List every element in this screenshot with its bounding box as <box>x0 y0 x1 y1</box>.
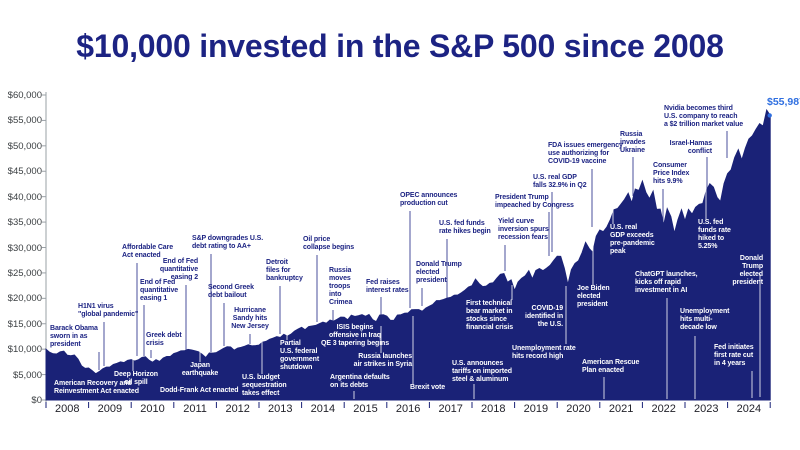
x-axis-label: 2009 <box>97 403 123 415</box>
chart-annotation: Oil price collapse begins <box>303 236 355 252</box>
x-axis-label: 2020 <box>566 403 591 415</box>
y-axis-label: $60,000 <box>7 90 42 101</box>
x-axis-label: 2024 <box>736 403 762 415</box>
chart-annotation: Unemployment rate hits record high <box>512 345 576 361</box>
x-axis-label: 2021 <box>608 403 634 415</box>
chart-annotation: Partial U.S. federal government shutdown <box>280 340 320 372</box>
x-axis-label: 2019 <box>523 403 549 415</box>
chart-annotation: End of Fed quantitative easing 2 <box>159 258 198 282</box>
chart-annotation: Barack Obama sworn in as president <box>50 325 98 349</box>
chart-annotation: U.S. fed funds rate hiked to 5.25% <box>698 219 731 251</box>
chart-annotation: FDA issues emergency use authorizing for… <box>548 142 623 166</box>
x-axis-label: 2008 <box>55 403 80 415</box>
y-axis-label: $10,000 <box>7 344 42 356</box>
x-axis-label: 2016 <box>395 403 421 415</box>
y-axis-label: $35,000 <box>7 217 42 229</box>
chart-annotation: Brexit vote <box>410 384 446 391</box>
y-axis-label: $0 <box>31 395 42 406</box>
chart-annotation: U.S. real GDP falls 32.9% in Q2 <box>533 174 587 190</box>
y-axis-label: $5,000 <box>12 369 42 381</box>
chart-annotation: Donald Trump elected president <box>416 261 462 285</box>
chart-annotation: Affordable Care Act enacted <box>122 244 174 260</box>
chart-annotation: Deep Horizon oil spill <box>114 371 158 387</box>
chart-annotation: Donald Trump elected president <box>732 255 763 287</box>
x-axis-label: 2011 <box>183 403 207 415</box>
chart-annotation: U.S. announces tariffs on imported steel… <box>452 360 512 384</box>
x-axis-label: 2022 <box>651 403 676 415</box>
chart-annotation: Russia launches air strikes in Syria <box>353 353 412 369</box>
chart-annotation: American Rescue Plan enacted <box>582 359 640 375</box>
chart-annotation: First technical bear market in stocks si… <box>466 300 514 332</box>
chart-annotation: American Recovery and Reinvestment Act e… <box>54 380 139 396</box>
chart-annotation: Fed initiates first rate cut in 4 years <box>714 344 754 368</box>
chart-annotation: Russia moves troops into Crimea <box>329 267 353 307</box>
chart-annotation: President Trump impeached by Congress <box>495 194 574 210</box>
chart-annotation: Second Greek debt bailout <box>208 284 254 300</box>
chart-annotation: Consumer Price Index hits 9.9% <box>653 162 690 186</box>
sp500-area-series <box>45 108 771 401</box>
x-axis-label: 2010 <box>140 403 165 415</box>
y-axis-label: $40,000 <box>7 191 42 203</box>
chart-annotation: Japan earthquake <box>181 362 219 378</box>
x-axis-label: 2012 <box>225 403 250 415</box>
x-axis-label: 2014 <box>310 403 336 415</box>
end-point-marker <box>767 113 772 118</box>
chart-annotation: Israel-Hamas conflict <box>669 140 712 156</box>
x-axis-label: 2017 <box>438 403 463 415</box>
y-axis-label: $25,000 <box>7 267 42 279</box>
y-axis-label: $30,000 <box>7 242 42 254</box>
end-value-label: $55,987 <box>767 96 800 108</box>
chart-annotation: Detroit files for bankruptcy <box>266 259 303 283</box>
x-axis-label: 2018 <box>481 403 506 415</box>
chart-annotation: Russia invades Ukraine <box>620 131 646 155</box>
x-axis-label: 2015 <box>353 403 378 415</box>
y-axis-label: $20,000 <box>7 293 42 305</box>
chart-annotation: Hurricane Sandy hits New Jersey <box>231 307 269 331</box>
chart-annotation: End of Fed quantitative easing 1 <box>140 279 179 303</box>
chart-annotation: ISIS begins offensive in Iraq QE 3 taper… <box>320 324 390 348</box>
chart-annotation: Greek debt crisis <box>146 332 182 348</box>
y-axis-label: $45,000 <box>7 166 42 178</box>
y-axis-label: $15,000 <box>7 318 42 330</box>
chart-annotation: Nvidia becomes third U.S. company to rea… <box>664 105 744 129</box>
chart-annotation: ChatGPT launches, kicks off rapid invest… <box>635 271 698 295</box>
x-axis-label: 2013 <box>268 403 293 415</box>
y-axis-label: $50,000 <box>7 140 42 152</box>
chart-annotation: U.S. budget sequestration takes effect <box>242 374 287 398</box>
y-axis-label: $55,000 <box>7 115 42 127</box>
chart-annotation: Yield curve inversion spurs recession fe… <box>498 218 549 242</box>
x-axis-label: 2023 <box>694 403 719 415</box>
chart-annotation: OPEC announces production cut <box>400 192 458 208</box>
chart-annotation: H1N1 virus "global pandemic" <box>78 303 139 319</box>
chart-annotation: COVID-19 identified in the U.S. <box>525 305 563 329</box>
chart-title: $10,000 invested in the S&P 500 since 20… <box>76 28 724 64</box>
chart-annotation: Argentina defaults on its debts <box>330 374 390 390</box>
chart-annotation: U.S. real GDP exceeds pre-pandemic peak <box>610 224 655 256</box>
chart-annotation: S&P downgrades U.S. debt rating to AA+ <box>192 235 264 251</box>
chart-annotation: Joe Biden elected president <box>577 285 610 309</box>
chart-annotation: Unemployment hits multi- decade low <box>680 308 730 332</box>
chart-annotation: Dodd-Frank Act enacted <box>160 387 239 394</box>
chart-annotation: Fed raises interest rates <box>366 279 409 295</box>
chart-annotation: U.S. fed funds rate hikes begin <box>439 220 491 236</box>
